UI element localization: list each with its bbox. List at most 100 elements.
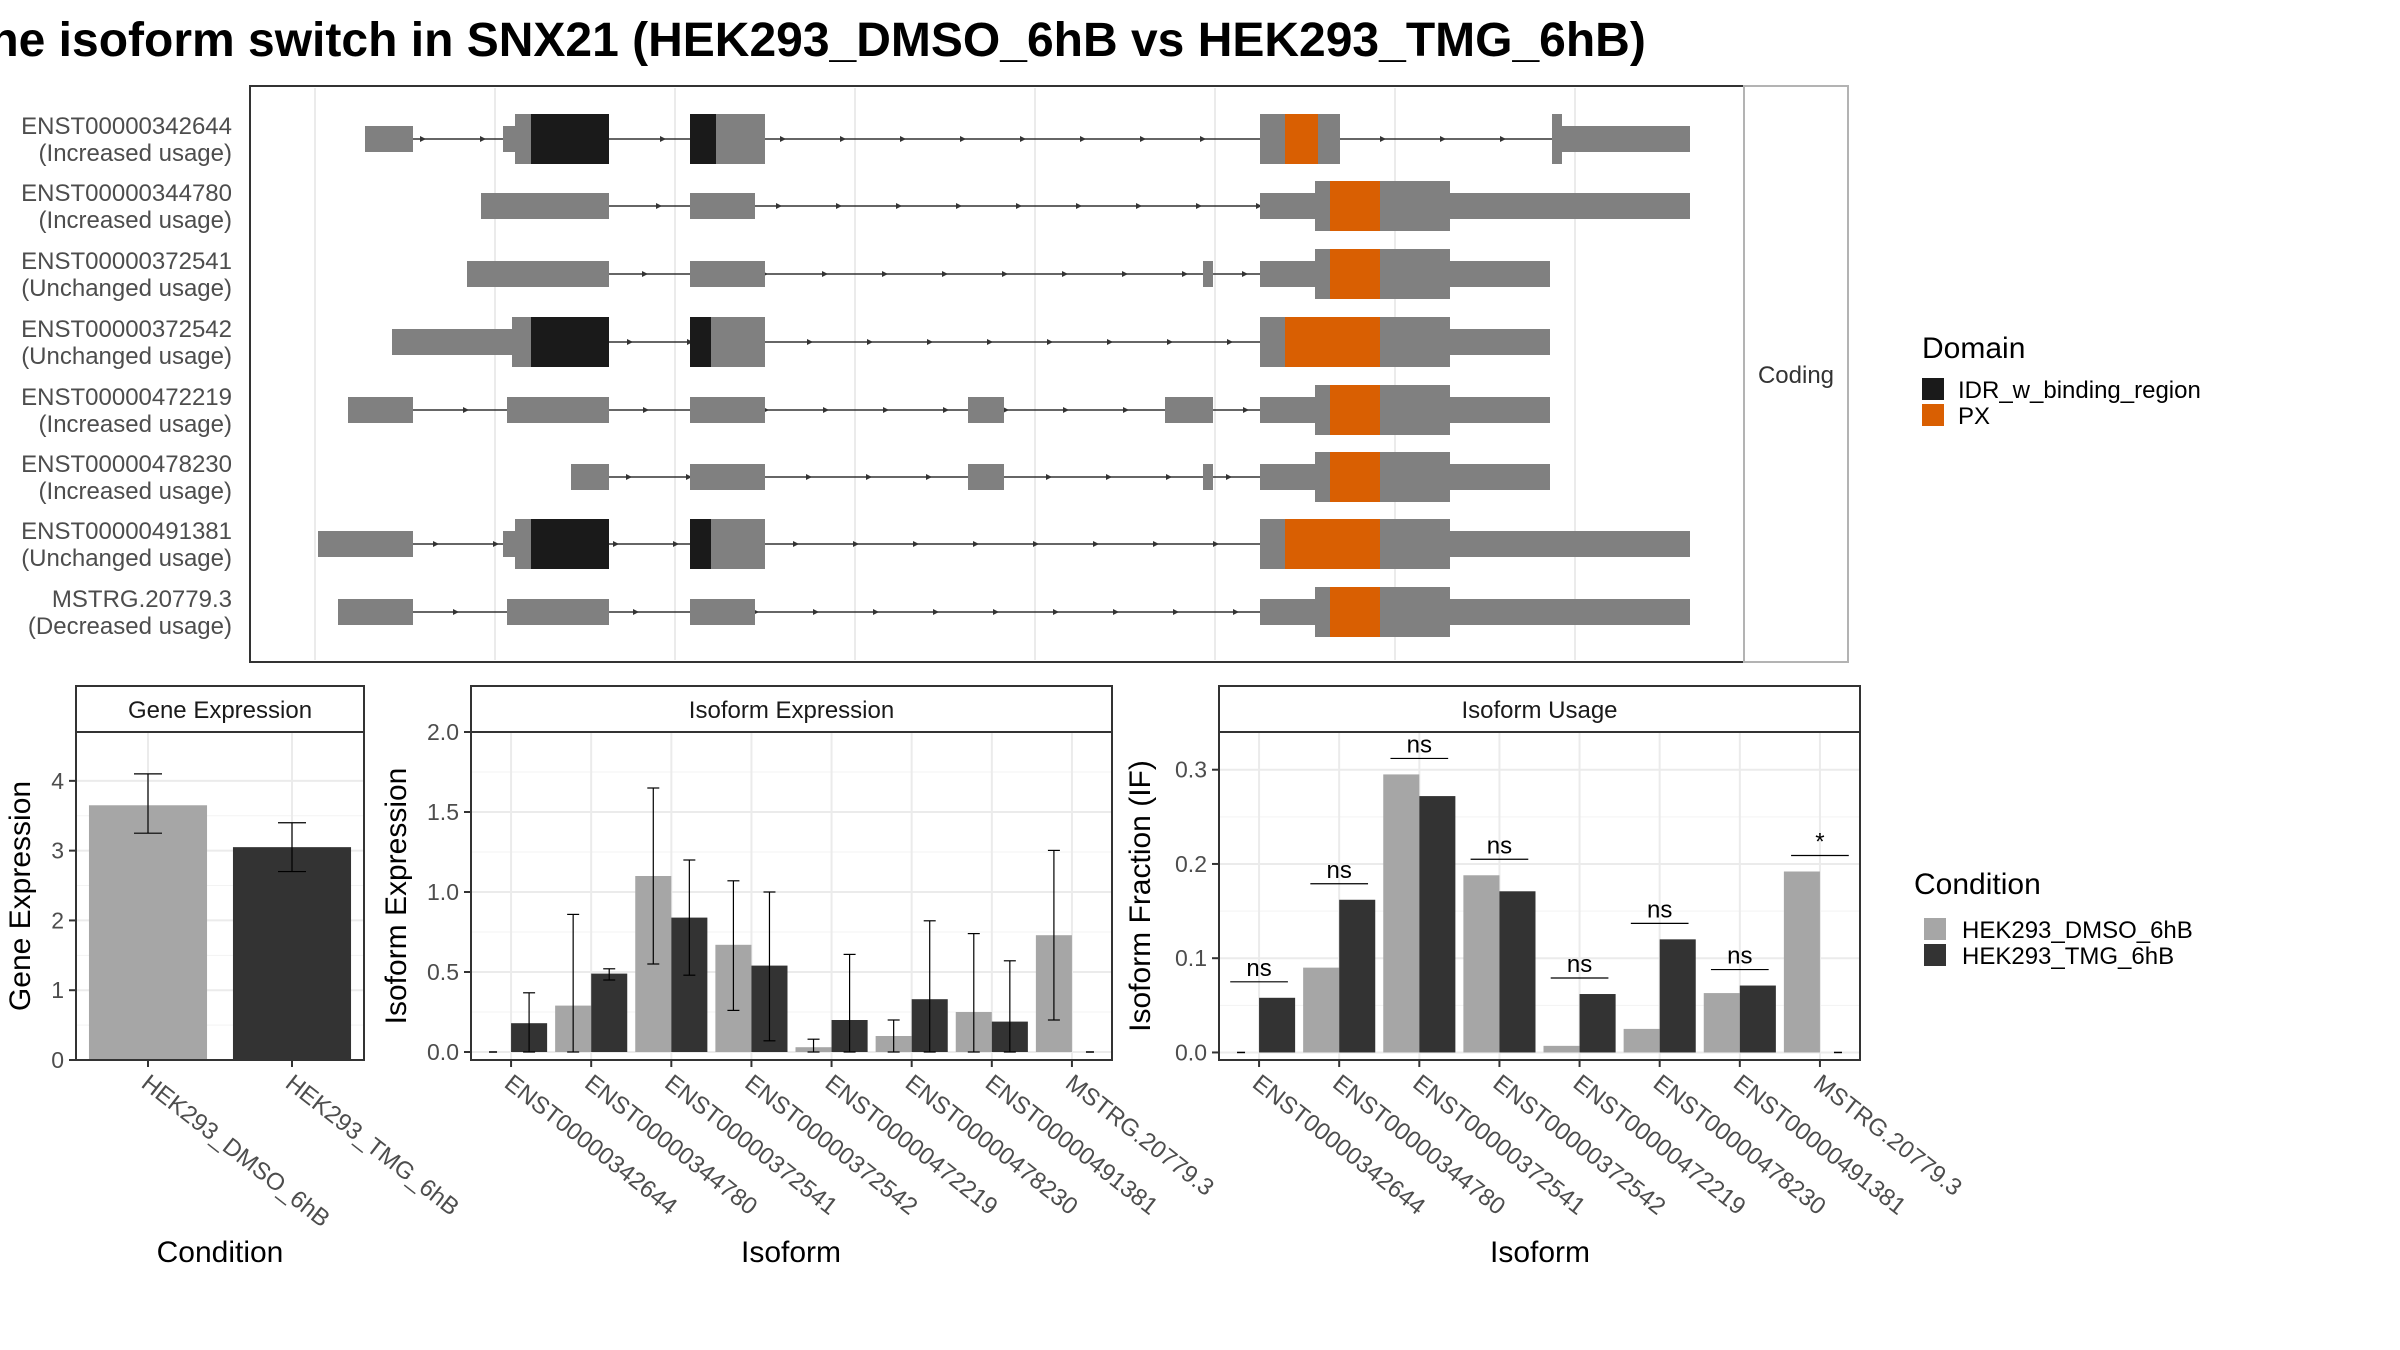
condition-legend: Condition HEK293_DMSO_6hB HEK293_TMG_6hB — [1914, 868, 2193, 970]
y-tick-label: 0.1 — [1175, 945, 1207, 971]
panel-title: Gene Expression — [128, 697, 312, 724]
exon — [392, 329, 512, 355]
y-tick-label: 2 — [51, 907, 64, 933]
bar — [1259, 997, 1296, 1053]
exon — [467, 261, 609, 287]
structure-panel: ENST00000342644(Increased usage)ENST0000… — [21, 85, 1849, 663]
y-tick-label: 0.2 — [1175, 851, 1207, 877]
isoform-status-label: (Unchanged usage) — [21, 545, 232, 572]
intron-arrow — [823, 407, 829, 413]
intron-arrow — [873, 609, 879, 615]
bar — [1419, 796, 1456, 1053]
condition-legend-title: Condition — [1914, 868, 2041, 901]
exon — [1318, 114, 1340, 164]
idr-domain — [531, 317, 609, 367]
isoform-row: ENST00000344780(Increased usage) — [21, 180, 1690, 234]
intron-arrow — [1113, 609, 1119, 615]
bar — [1543, 1045, 1580, 1053]
exon — [1260, 519, 1285, 569]
intron-arrow — [1167, 339, 1173, 345]
idr-domain — [531, 519, 609, 569]
isoform-status-label: (Increased usage) — [39, 207, 232, 234]
intron-arrow — [1020, 136, 1026, 142]
isoform-status-label: (Increased usage) — [39, 478, 232, 505]
figure-title: The isoform switch in SNX21 (HEK293_DMSO… — [0, 14, 1646, 67]
px-domain — [1330, 385, 1380, 435]
intron-arrow — [1227, 339, 1233, 345]
intron-arrow — [633, 609, 639, 615]
y-axis-title: Isoform Fraction (IF) — [1124, 760, 1157, 1032]
intron-arrow — [613, 541, 619, 547]
intron-arrow — [913, 541, 919, 547]
bar — [1623, 1028, 1660, 1053]
y-tick-label: 1.0 — [427, 879, 459, 905]
intron-arrow — [1243, 407, 1249, 413]
intron-arrow — [1196, 203, 1202, 209]
isoform-row: MSTRG.20779.3(Decreased usage) — [28, 586, 1690, 640]
intron-arrow — [643, 407, 649, 413]
intron-arrow — [960, 136, 966, 142]
y-tick-label: 1.5 — [427, 799, 459, 825]
y-tick-label: 2.0 — [427, 719, 459, 745]
intron-arrow — [926, 474, 932, 480]
intron-arrow — [1200, 136, 1206, 142]
intron-arrow — [1242, 271, 1248, 277]
exon — [507, 397, 609, 423]
legend-label-dmso: HEK293_DMSO_6hB — [1962, 917, 2193, 944]
bar — [1339, 899, 1376, 1053]
intron-arrow — [866, 474, 872, 480]
exon — [1450, 397, 1550, 423]
exon — [1380, 385, 1450, 435]
intron-arrow — [656, 203, 662, 209]
exon — [1450, 464, 1550, 490]
panel-strip — [75, 685, 365, 733]
isoform-status-label: (Unchanged usage) — [21, 343, 232, 370]
intron-arrow — [626, 474, 632, 480]
intron-arrow — [1016, 203, 1022, 209]
bar — [1463, 875, 1500, 1053]
intron-arrow — [927, 339, 933, 345]
coding-strip-label: Coding — [1758, 362, 1834, 389]
intron-arrow — [836, 203, 842, 209]
significance-label: ns — [1246, 955, 1271, 982]
y-tick-label: 0.0 — [1175, 1039, 1207, 1065]
y-tick-label: 0.3 — [1175, 757, 1207, 783]
significance-label: ns — [1647, 896, 1672, 923]
significance-label: ns — [1567, 951, 1592, 978]
intron-arrow — [493, 541, 499, 547]
intron-arrow — [480, 136, 486, 142]
bar — [1783, 871, 1820, 1053]
isoform-row: ENST00000372541(Unchanged usage) — [21, 248, 1550, 302]
intron-arrow — [1500, 136, 1506, 142]
isoform-row: ENST00000472219(Increased usage) — [21, 384, 1550, 438]
exon — [1260, 317, 1285, 367]
intron-arrow — [882, 271, 888, 277]
idr-domain — [690, 114, 716, 164]
intron-arrow — [942, 271, 948, 277]
panel-strip — [470, 685, 1113, 733]
exon — [711, 317, 765, 367]
legend-label-idr: IDR_w_binding_region — [1958, 377, 2201, 404]
exon — [1260, 261, 1315, 287]
intron-arrow — [660, 136, 666, 142]
intron-arrow — [1233, 609, 1239, 615]
exon — [1380, 519, 1450, 569]
intron-arrow — [642, 271, 648, 277]
intron-arrow — [813, 609, 819, 615]
intron-arrow — [627, 339, 633, 345]
exon — [338, 599, 413, 625]
px-domain — [1285, 114, 1318, 164]
intron-arrow — [1093, 541, 1099, 547]
isoform-row: ENST00000478230(Increased usage) — [21, 451, 1550, 505]
intron-arrow — [956, 203, 962, 209]
intron-arrow — [1122, 271, 1128, 277]
exon — [1380, 587, 1450, 637]
exon — [515, 519, 531, 569]
exon — [1562, 126, 1690, 152]
exon — [1450, 261, 1550, 287]
intron-arrow — [896, 203, 902, 209]
exon — [1450, 193, 1690, 219]
x-axis-title: Condition — [157, 1236, 284, 1269]
exon — [711, 519, 765, 569]
